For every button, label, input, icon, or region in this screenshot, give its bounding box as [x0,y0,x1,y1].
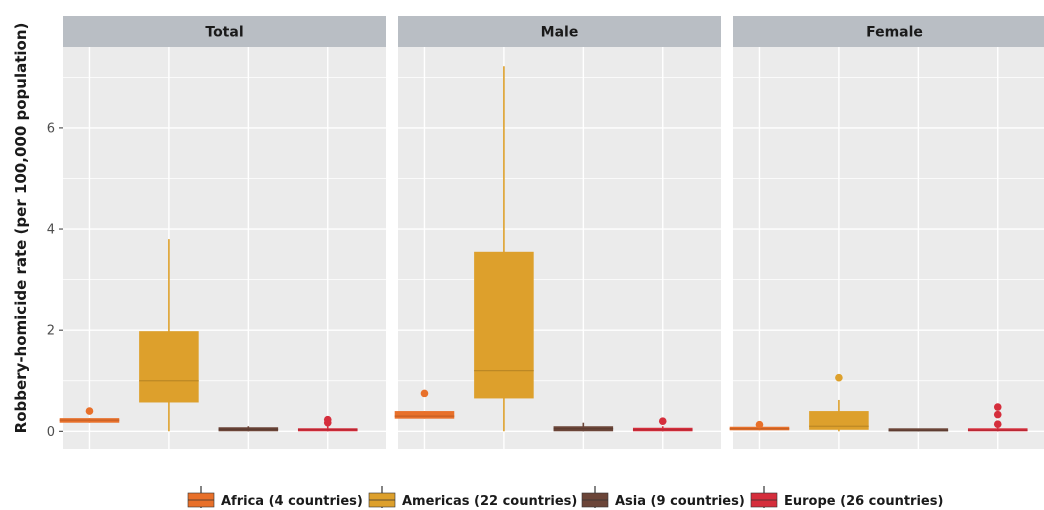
y-axis-label: Robbery-homicide rate (per 100,000 popul… [12,23,30,434]
panel-total: Total 0 2 4 6 [47,16,386,449]
box-asia [218,426,279,432]
facet-strip [398,16,721,47]
panel-background [63,47,386,449]
box-body [474,251,534,399]
legend-label: Americas (22 countries) [402,494,577,509]
panel-background [398,47,721,449]
facet-strip-label: Male [541,25,579,41]
facet-strip-label: Female [866,25,923,41]
y-tick-label: 6 [47,121,55,136]
legend-item-africa: Africa (4 countries) [187,486,363,509]
legend: Africa (4 countries) Americas (22 countri… [187,486,943,509]
box-body [809,411,869,430]
outlier-point [323,415,332,424]
box-americas [474,66,534,432]
outlier-point [658,417,667,425]
panel-background [733,47,1044,449]
legend-item-asia: Asia (9 countries) [581,486,745,509]
legend-item-europe: Europe (26 countries) [750,486,943,509]
box-asia [888,428,949,432]
box-body [139,331,199,403]
legend-label: Asia (9 countries) [615,494,745,509]
outlier-point [835,373,843,382]
outlier-point [420,389,429,398]
facet-strip-label: Total [205,25,243,41]
panel-female: Female [729,16,1044,449]
outlier-point [755,420,764,429]
box-americas [139,239,199,432]
outlier-point [85,407,94,415]
facet-strip [63,16,386,47]
box-body [888,428,949,432]
y-tick-label: 0 [47,425,55,440]
box-africa [394,389,455,419]
panels: Total 0 2 4 6 Male Female [47,16,1044,449]
box-body [394,411,455,419]
box-africa [59,407,120,423]
legend-label: Europe (26 countries) [784,494,943,509]
panel-male: Male [394,16,721,449]
legend-label: Africa (4 countries) [221,494,363,509]
box-europe [967,403,1028,432]
box-africa [729,420,790,431]
box-europe [297,415,358,432]
outlier-point [993,420,1002,429]
outlier-point [993,410,1002,419]
box-americas [809,373,869,432]
facet-strip [733,16,1044,47]
y-tick-label: 2 [47,324,55,339]
box-europe [632,417,693,432]
y-tick-label: 4 [47,223,55,238]
legend-item-americas: Americas (22 countries) [368,486,577,509]
outlier-point [993,403,1002,411]
box-asia [553,422,614,432]
